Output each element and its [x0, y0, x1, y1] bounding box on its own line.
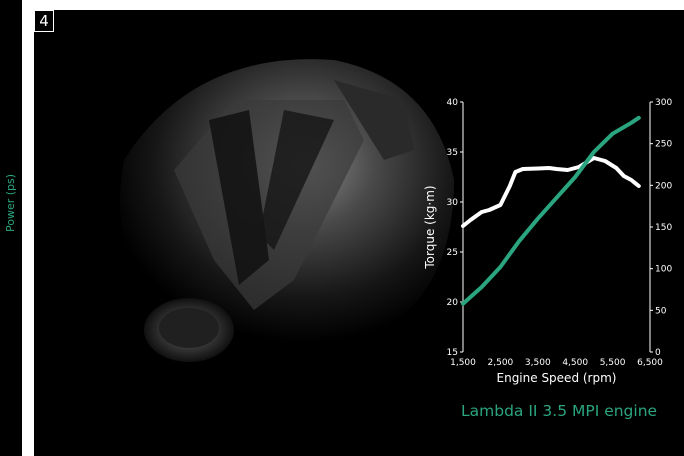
power-series-line [461, 115, 641, 306]
y-tick-label: 30 [447, 198, 459, 208]
y2-tick-label: 100 [655, 265, 672, 275]
engine-photo [34, 10, 474, 456]
x-tick-label: 6,500 [637, 358, 663, 368]
page-number-badge: 4 [34, 10, 54, 32]
chart-caption: Lambda II 3.5 MPI engine [461, 402, 658, 420]
y2-tick-label: 200 [655, 181, 672, 191]
main-panel: 4 15 20 25 30 35 40 0 50 100 150 200 250 300 1,500 2,5… [34, 10, 684, 456]
x-axis-title: Engine Speed (rpm) [497, 371, 617, 385]
y2-tick-label: 0 [655, 348, 661, 358]
y-tick-label: 25 [447, 248, 458, 258]
y-tick-label: 40 [447, 98, 459, 108]
y2-tick-label: 50 [655, 306, 667, 316]
y-tick-label: 20 [447, 298, 459, 308]
left-panel: Power (ps) [0, 0, 22, 456]
y-tick-label: 15 [447, 348, 458, 358]
y2-tick-label: 150 [655, 223, 672, 233]
torque-power-chart: 15 20 25 30 35 40 0 50 100 150 200 250 300 1,500 2,500… [423, 98, 672, 385]
torque-series-line [461, 156, 641, 228]
y2-tick-label: 300 [655, 98, 672, 108]
x-tick-label: 1,500 [450, 358, 476, 368]
y2-tick-label: 250 [655, 140, 672, 150]
y-tick-label: 35 [447, 148, 458, 158]
y-axis-title: Torque (kg·m) [423, 185, 437, 269]
power-axis-label-left: Power (ps) [4, 173, 17, 232]
x-tick-label: 5,500 [600, 358, 626, 368]
x-tick-label: 4,500 [562, 358, 588, 368]
x-tick-label: 3,500 [525, 358, 551, 368]
x-tick-label: 2,500 [488, 358, 514, 368]
